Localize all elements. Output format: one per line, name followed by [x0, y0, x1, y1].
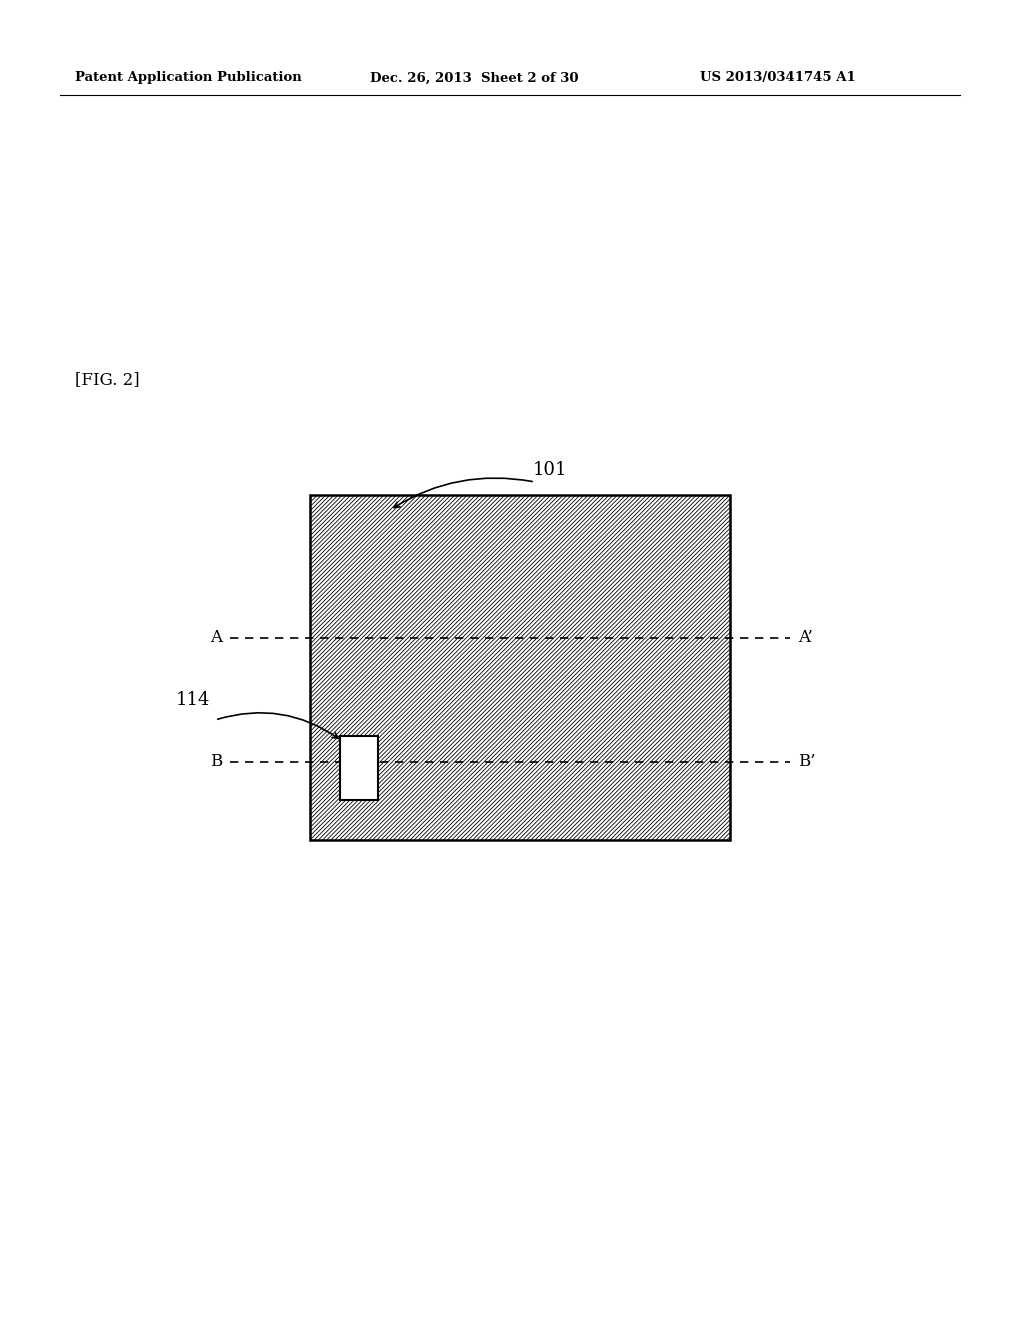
- Text: B’: B’: [798, 754, 816, 771]
- Text: A: A: [210, 630, 222, 647]
- Text: Patent Application Publication: Patent Application Publication: [75, 71, 302, 84]
- Bar: [310, 495, 730, 840]
- Text: [FIG. 2]: [FIG. 2]: [75, 371, 139, 388]
- Text: 114: 114: [176, 690, 210, 709]
- Text: 101: 101: [532, 461, 567, 479]
- Text: Dec. 26, 2013  Sheet 2 of 30: Dec. 26, 2013 Sheet 2 of 30: [370, 71, 579, 84]
- Text: B: B: [210, 754, 222, 771]
- Bar: [340, 737, 378, 800]
- Text: US 2013/0341745 A1: US 2013/0341745 A1: [700, 71, 856, 84]
- Text: A’: A’: [798, 630, 813, 647]
